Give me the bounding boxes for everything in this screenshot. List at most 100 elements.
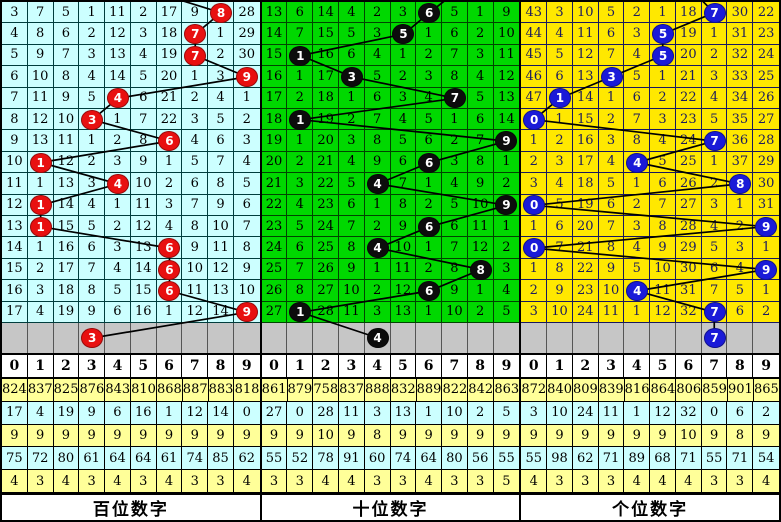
stat-cell: 8 [727,424,754,448]
drawn-digit-ball: 4 [626,280,649,301]
grid-cell: 4 [364,44,391,67]
grid-cell: 6 [701,258,728,281]
grid-cell: 1 [493,216,520,238]
stat-cell: 889 [416,378,443,402]
stat-cell: 863 [494,379,520,402]
grid-cell: 2 [416,194,443,216]
grid-cell: 5 [701,108,728,131]
grid-cell: 10 [208,215,234,238]
grid-cell: 11 [208,237,234,259]
stat-cell: 91 [338,447,365,471]
stat-cell: 825 [53,378,80,402]
grid-cell: 4 [624,44,651,67]
stat-row: 55 98 62 71 89 68 71 55 71 54 [521,447,780,471]
grid-cell: 20 [261,151,288,174]
grid-cell: 3 [156,194,183,216]
grid-cell: 19 [675,23,702,45]
grid-cell: 2 [79,23,106,45]
stat-cell: 11 [598,401,625,425]
grid-cell: 6 [338,44,365,67]
grid-cell: 8 [2,108,28,131]
grid-cell: 2 [521,151,548,174]
grid-cell: 7 [287,23,314,45]
grid-cell: 5 [701,237,728,259]
grid-cell: 6 [79,237,106,259]
stat-cell: 4 [753,470,779,493]
stat-cell: 55 [261,447,288,471]
stat-row: 55 52 78 91 60 74 64 80 56 55 [261,447,520,471]
grid-cell: 14 [105,66,131,88]
grid-cell: 2 [547,130,573,152]
stat-cell: 9 [416,424,443,448]
grid-cell: 23 [313,194,339,216]
digit-header-cell: 4 [624,355,651,377]
stat-cell: 3 [261,470,288,493]
grid-cell: 8 [233,237,260,259]
grid-cell: 19 [53,301,80,323]
grid-cell: 7 [442,44,468,67]
grid-cell: 10 [53,108,80,131]
grid-cell: 3 [547,2,573,24]
grid-cell: 13 [53,173,80,195]
grid-cell: 22 [753,2,779,24]
stat-cell: 865 [753,379,780,402]
grid-cell: 10 [547,301,573,323]
stats-rows: 861 879 758 837 888 832 889 822 842 863 27 0 28 11 3 13… [261,378,520,493]
grid-cell: 5 [338,23,365,45]
grid-cell: 14 [493,109,520,131]
stat-cell: 809 [573,378,599,402]
digit-header-cell: 6 [676,355,702,377]
grid-cell: 1 [27,237,54,259]
stat-cell: 859 [702,378,728,402]
stat-cell: 14 [208,401,234,425]
grid-cell: 1 [208,23,234,45]
digit-header-cell: 0 [521,355,548,377]
grid-cell: 2 [130,2,157,24]
stat-cell: 3 [521,401,548,425]
pending-row-cell [442,323,468,353]
grid-cell: 47 [521,87,548,109]
digit-header-cell: 6 [157,355,183,377]
stat-cell: 818 [234,379,260,402]
pending-row-cell [28,323,54,353]
drawn-digit-ball: 8 [210,2,233,23]
grid-cell: 15 [130,280,157,302]
stat-cell: 64 [416,447,443,471]
drawn-digit-ball: 3 [340,66,363,87]
grid-cell: 8 [130,130,157,152]
grid-cell: 7 [208,151,234,174]
grid-cell: 2 [467,301,494,323]
stat-cell: 5 [493,402,520,425]
stat-row: 27 0 28 11 3 13 1 10 2 5 [261,401,520,425]
stat-cell: 6 [727,401,754,425]
stat-cell: 12 [182,401,209,425]
grid-cell: 6 [233,195,260,216]
grid-cell: 4 [233,152,260,174]
grid-cell: 3 [105,237,131,259]
grid-cell: 35 [727,108,754,131]
grid-cell: 12 [208,258,234,281]
stat-cell: 55 [701,447,728,471]
drawn-digit-ball: 6 [418,216,441,237]
drawn-digit-ball: 3 [600,66,623,87]
grid-cell: 8 [650,215,676,238]
grid-cell: 5 [105,280,131,302]
grid-cell: 7 [650,194,676,216]
grid-cell: 5 [547,194,573,216]
grid-cell: 13 [27,130,54,152]
stat-cell: 9 [493,425,520,448]
grid-cell: 1 [753,237,779,259]
grid-cell: 25 [675,151,702,174]
grid-cell: 24 [261,237,288,259]
grid-cell: 21 [261,173,288,195]
stat-cell: 16 [130,401,157,425]
grid-cell: 3 [416,66,443,88]
grid-cell: 2 [364,215,391,238]
grid-cell: 9 [467,173,494,195]
grid-cell: 19 [156,44,183,67]
stat-cell: 758 [313,378,340,402]
grid-cell: 9 [338,258,365,281]
grid-cell: 14 [261,23,288,45]
grid-cell: 4 [79,194,106,216]
